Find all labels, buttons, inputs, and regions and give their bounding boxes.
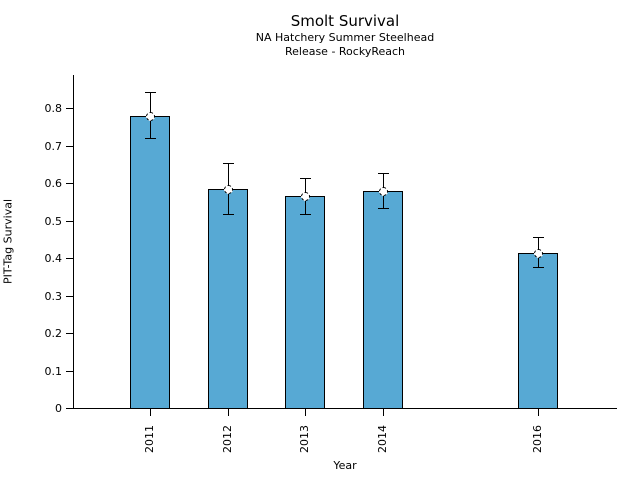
error-cap-top-2014 xyxy=(377,172,389,174)
marker-icon-2012 xyxy=(223,184,233,194)
y-tick-0.6 xyxy=(66,183,73,185)
x-tick-label-2013: 2013 xyxy=(298,425,312,453)
error-cap-top-2016 xyxy=(532,236,544,238)
error-cap-top-2012 xyxy=(222,163,234,165)
marker-icon-2011 xyxy=(146,111,156,121)
x-tick-2016 xyxy=(537,409,539,416)
error-cap-bottom-2013 xyxy=(300,213,312,215)
x-tick-2014 xyxy=(382,409,384,416)
error-cap-bottom-2014 xyxy=(377,208,389,210)
y-tick-label-0.1: 0.1 xyxy=(44,364,63,378)
error-cap-top-2013 xyxy=(300,177,312,179)
x-tick-2011 xyxy=(150,409,152,416)
y-tick-0.7 xyxy=(66,145,73,147)
bar-2014 xyxy=(362,190,403,409)
y-tick-label-0.2: 0.2 xyxy=(44,327,63,341)
x-tick-2013 xyxy=(305,409,307,416)
y-axis-spine xyxy=(73,75,74,409)
x-tick-label-2012: 2012 xyxy=(220,425,234,453)
title-block: Smolt Survival NA Hatchery Summer Steelh… xyxy=(73,12,617,58)
bar-2016 xyxy=(517,252,558,409)
x-tick-2012 xyxy=(227,409,229,416)
chart-subtitle-line1: NA Hatchery Summer Steelhead xyxy=(255,30,435,44)
y-tick-label-0: 0 xyxy=(55,402,62,415)
y-tick-0.8 xyxy=(66,108,73,110)
x-tick-label-2011: 2011 xyxy=(143,425,157,453)
error-cap-bottom-2016 xyxy=(532,266,544,268)
x-tick-label-2014: 2014 xyxy=(375,425,389,453)
x-axis-label: Year xyxy=(333,459,357,472)
marker-icon-2016 xyxy=(533,248,543,258)
bar-2013 xyxy=(285,195,326,409)
y-tick-0.3 xyxy=(66,295,73,297)
y-axis-label: PIT-Tag Survival xyxy=(1,199,15,285)
y-tick-label-0.7: 0.7 xyxy=(44,139,63,153)
y-tick-0.2 xyxy=(66,333,73,335)
y-tick-label-0.3: 0.3 xyxy=(44,289,63,303)
y-tick-0 xyxy=(66,408,73,409)
x-axis-spine xyxy=(73,408,617,409)
error-cap-bottom-2012 xyxy=(222,214,234,215)
error-cap-bottom-2011 xyxy=(145,138,157,140)
bar-2012 xyxy=(207,188,248,409)
y-tick-label-0.6: 0.6 xyxy=(44,177,63,191)
marker-icon-2013 xyxy=(301,191,311,201)
y-tick-0.5 xyxy=(66,220,73,222)
error-cap-top-2011 xyxy=(145,92,157,94)
marker-icon-2014 xyxy=(378,186,388,196)
x-tick-label-2016: 2016 xyxy=(530,425,544,453)
y-tick-0.1 xyxy=(66,370,73,372)
y-tick-label-0.4: 0.4 xyxy=(44,252,63,266)
bar-2011 xyxy=(130,115,171,409)
chart-title: Smolt Survival xyxy=(290,12,400,30)
y-tick-label-0.8: 0.8 xyxy=(44,102,63,116)
y-tick-label-0.5: 0.5 xyxy=(44,214,63,228)
chart-subtitle-line2: Release - RockyReach xyxy=(284,44,406,58)
y-tick-0.4 xyxy=(66,258,73,260)
